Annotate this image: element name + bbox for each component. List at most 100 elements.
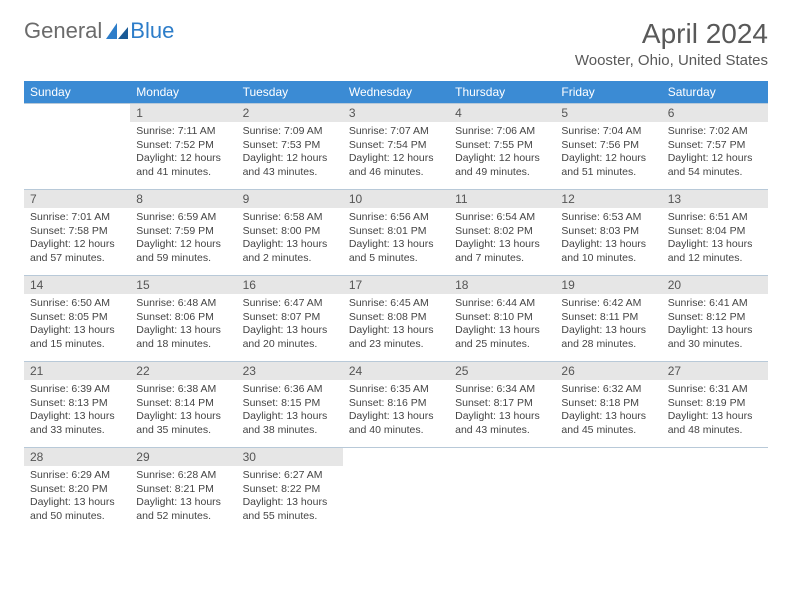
day-detail: Sunrise: 6:53 AMSunset: 8:03 PMDaylight:… bbox=[555, 208, 661, 270]
calendar-day-cell: 1Sunrise: 7:11 AMSunset: 7:52 PMDaylight… bbox=[130, 103, 236, 189]
daylight-text: Daylight: 13 hours and 55 minutes. bbox=[243, 496, 337, 523]
sunrise-text: Sunrise: 6:38 AM bbox=[136, 383, 230, 397]
title-block: April 2024 Wooster, Ohio, United States bbox=[575, 18, 768, 69]
calendar-day-cell: 5Sunrise: 7:04 AMSunset: 7:56 PMDaylight… bbox=[555, 103, 661, 189]
daylight-text: Daylight: 12 hours and 51 minutes. bbox=[561, 152, 655, 179]
calendar-day-cell bbox=[24, 103, 130, 189]
day-number: 11 bbox=[449, 189, 555, 208]
daylight-text: Daylight: 13 hours and 15 minutes. bbox=[30, 324, 124, 351]
sunset-text: Sunset: 8:05 PM bbox=[30, 311, 124, 325]
daylight-text: Daylight: 13 hours and 52 minutes. bbox=[136, 496, 230, 523]
sunset-text: Sunset: 7:59 PM bbox=[136, 225, 230, 239]
sunset-text: Sunset: 8:12 PM bbox=[668, 311, 762, 325]
day-detail: Sunrise: 6:58 AMSunset: 8:00 PMDaylight:… bbox=[237, 208, 343, 270]
daylight-text: Daylight: 12 hours and 49 minutes. bbox=[455, 152, 549, 179]
day-detail: Sunrise: 7:01 AMSunset: 7:58 PMDaylight:… bbox=[24, 208, 130, 270]
daylight-text: Daylight: 12 hours and 46 minutes. bbox=[349, 152, 443, 179]
calendar-day-cell bbox=[343, 447, 449, 533]
sunset-text: Sunset: 8:11 PM bbox=[561, 311, 655, 325]
sunrise-text: Sunrise: 6:27 AM bbox=[243, 469, 337, 483]
daylight-text: Daylight: 13 hours and 28 minutes. bbox=[561, 324, 655, 351]
sunset-text: Sunset: 8:15 PM bbox=[243, 397, 337, 411]
sunrise-text: Sunrise: 6:53 AM bbox=[561, 211, 655, 225]
sunset-text: Sunset: 7:55 PM bbox=[455, 139, 549, 153]
day-detail: Sunrise: 6:35 AMSunset: 8:16 PMDaylight:… bbox=[343, 380, 449, 442]
sunrise-text: Sunrise: 6:35 AM bbox=[349, 383, 443, 397]
sunset-text: Sunset: 8:03 PM bbox=[561, 225, 655, 239]
calendar-week-row: 7Sunrise: 7:01 AMSunset: 7:58 PMDaylight… bbox=[24, 189, 768, 275]
calendar-day-cell: 19Sunrise: 6:42 AMSunset: 8:11 PMDayligh… bbox=[555, 275, 661, 361]
sunset-text: Sunset: 8:06 PM bbox=[136, 311, 230, 325]
daylight-text: Daylight: 13 hours and 45 minutes. bbox=[561, 410, 655, 437]
day-detail: Sunrise: 6:29 AMSunset: 8:20 PMDaylight:… bbox=[24, 466, 130, 528]
calendar-day-cell: 6Sunrise: 7:02 AMSunset: 7:57 PMDaylight… bbox=[662, 103, 768, 189]
sunset-text: Sunset: 8:17 PM bbox=[455, 397, 549, 411]
daylight-text: Daylight: 13 hours and 20 minutes. bbox=[243, 324, 337, 351]
day-header: Wednesday bbox=[343, 81, 449, 103]
calendar-day-cell: 27Sunrise: 6:31 AMSunset: 8:19 PMDayligh… bbox=[662, 361, 768, 447]
calendar-week-row: 1Sunrise: 7:11 AMSunset: 7:52 PMDaylight… bbox=[24, 103, 768, 189]
calendar-day-cell: 14Sunrise: 6:50 AMSunset: 8:05 PMDayligh… bbox=[24, 275, 130, 361]
sunrise-text: Sunrise: 7:09 AM bbox=[243, 125, 337, 139]
calendar-day-cell: 7Sunrise: 7:01 AMSunset: 7:58 PMDaylight… bbox=[24, 189, 130, 275]
day-number: 23 bbox=[237, 361, 343, 380]
day-detail: Sunrise: 6:50 AMSunset: 8:05 PMDaylight:… bbox=[24, 294, 130, 356]
sunrise-text: Sunrise: 7:01 AM bbox=[30, 211, 124, 225]
day-header: Monday bbox=[130, 81, 236, 103]
calendar-week-row: 28Sunrise: 6:29 AMSunset: 8:20 PMDayligh… bbox=[24, 447, 768, 533]
day-detail: Sunrise: 6:39 AMSunset: 8:13 PMDaylight:… bbox=[24, 380, 130, 442]
sunrise-text: Sunrise: 6:39 AM bbox=[30, 383, 124, 397]
calendar-day-cell: 12Sunrise: 6:53 AMSunset: 8:03 PMDayligh… bbox=[555, 189, 661, 275]
day-number: 25 bbox=[449, 361, 555, 380]
daylight-text: Daylight: 13 hours and 2 minutes. bbox=[243, 238, 337, 265]
location: Wooster, Ohio, United States bbox=[575, 52, 768, 69]
sunrise-text: Sunrise: 6:56 AM bbox=[349, 211, 443, 225]
day-number: 17 bbox=[343, 275, 449, 294]
day-header: Sunday bbox=[24, 81, 130, 103]
daylight-text: Daylight: 13 hours and 18 minutes. bbox=[136, 324, 230, 351]
day-detail: Sunrise: 6:27 AMSunset: 8:22 PMDaylight:… bbox=[237, 466, 343, 528]
day-number: 22 bbox=[130, 361, 236, 380]
calendar-week-row: 21Sunrise: 6:39 AMSunset: 8:13 PMDayligh… bbox=[24, 361, 768, 447]
sunrise-text: Sunrise: 6:59 AM bbox=[136, 211, 230, 225]
calendar-day-cell: 17Sunrise: 6:45 AMSunset: 8:08 PMDayligh… bbox=[343, 275, 449, 361]
sunset-text: Sunset: 8:20 PM bbox=[30, 483, 124, 497]
sunset-text: Sunset: 7:52 PM bbox=[136, 139, 230, 153]
day-number: 9 bbox=[237, 189, 343, 208]
calendar-day-cell: 23Sunrise: 6:36 AMSunset: 8:15 PMDayligh… bbox=[237, 361, 343, 447]
day-number: 6 bbox=[662, 103, 768, 122]
daylight-text: Daylight: 13 hours and 10 minutes. bbox=[561, 238, 655, 265]
day-number: 13 bbox=[662, 189, 768, 208]
day-detail: Sunrise: 6:48 AMSunset: 8:06 PMDaylight:… bbox=[130, 294, 236, 356]
sunrise-text: Sunrise: 6:54 AM bbox=[455, 211, 549, 225]
day-number: 7 bbox=[24, 189, 130, 208]
logo-text-general: General bbox=[24, 18, 102, 44]
sunset-text: Sunset: 7:58 PM bbox=[30, 225, 124, 239]
calendar-day-cell: 20Sunrise: 6:41 AMSunset: 8:12 PMDayligh… bbox=[662, 275, 768, 361]
calendar-day-cell: 22Sunrise: 6:38 AMSunset: 8:14 PMDayligh… bbox=[130, 361, 236, 447]
sunrise-text: Sunrise: 6:29 AM bbox=[30, 469, 124, 483]
daylight-text: Daylight: 13 hours and 33 minutes. bbox=[30, 410, 124, 437]
sunrise-text: Sunrise: 6:42 AM bbox=[561, 297, 655, 311]
sunrise-text: Sunrise: 7:11 AM bbox=[136, 125, 230, 139]
daylight-text: Daylight: 13 hours and 23 minutes. bbox=[349, 324, 443, 351]
sunset-text: Sunset: 8:13 PM bbox=[30, 397, 124, 411]
month-title: April 2024 bbox=[575, 18, 768, 50]
sunset-text: Sunset: 8:18 PM bbox=[561, 397, 655, 411]
sunrise-text: Sunrise: 7:04 AM bbox=[561, 125, 655, 139]
day-detail: Sunrise: 6:41 AMSunset: 8:12 PMDaylight:… bbox=[662, 294, 768, 356]
sunset-text: Sunset: 8:10 PM bbox=[455, 311, 549, 325]
daylight-text: Daylight: 13 hours and 38 minutes. bbox=[243, 410, 337, 437]
sunrise-text: Sunrise: 6:50 AM bbox=[30, 297, 124, 311]
day-detail: Sunrise: 7:02 AMSunset: 7:57 PMDaylight:… bbox=[662, 122, 768, 184]
daylight-text: Daylight: 13 hours and 40 minutes. bbox=[349, 410, 443, 437]
day-number: 24 bbox=[343, 361, 449, 380]
sunrise-text: Sunrise: 6:41 AM bbox=[668, 297, 762, 311]
day-detail: Sunrise: 6:28 AMSunset: 8:21 PMDaylight:… bbox=[130, 466, 236, 528]
daylight-text: Daylight: 12 hours and 57 minutes. bbox=[30, 238, 124, 265]
sunrise-text: Sunrise: 7:02 AM bbox=[668, 125, 762, 139]
empty-day bbox=[449, 447, 555, 466]
daylight-text: Daylight: 12 hours and 43 minutes. bbox=[243, 152, 337, 179]
calendar-day-cell: 30Sunrise: 6:27 AMSunset: 8:22 PMDayligh… bbox=[237, 447, 343, 533]
sunset-text: Sunset: 8:04 PM bbox=[668, 225, 762, 239]
